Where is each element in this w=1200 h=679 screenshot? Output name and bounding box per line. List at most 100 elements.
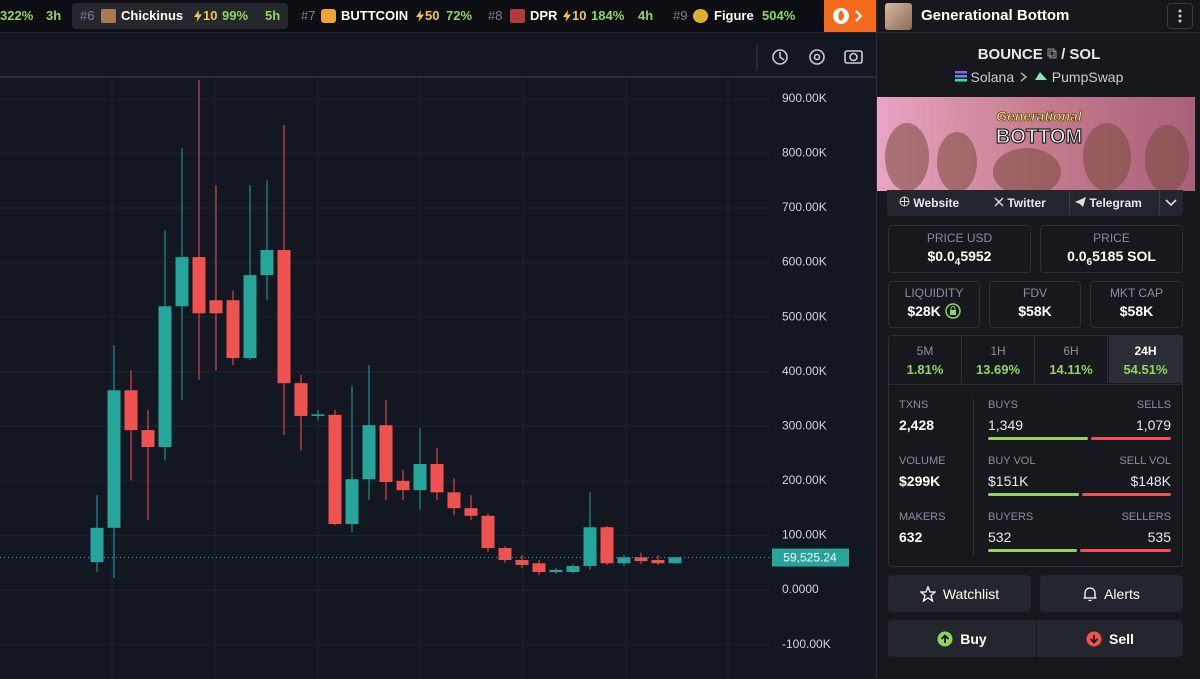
link-twitter[interactable]: Twitter bbox=[994, 196, 1046, 210]
stat-label: BUY VOL bbox=[988, 455, 1036, 467]
y-tick-label: 900.00K bbox=[782, 91, 827, 105]
buy-button[interactable]: Buy bbox=[888, 620, 1036, 657]
tab-label[interactable]: 5M bbox=[916, 344, 934, 358]
stat-label: TXNS bbox=[899, 399, 929, 411]
candle-body bbox=[277, 250, 291, 384]
stat-label: BUYERS bbox=[988, 511, 1034, 523]
metric-value: $28K bbox=[907, 303, 941, 319]
timeframe-tab[interactable]: 5M 1.81% bbox=[889, 336, 962, 383]
candle-body bbox=[447, 492, 461, 509]
tab-label[interactable]: 24H bbox=[1134, 344, 1157, 358]
base-symbol: BOUNCE bbox=[977, 46, 1043, 63]
stat-value: 1,079 bbox=[1135, 417, 1171, 433]
candle-body bbox=[209, 300, 223, 314]
globe-icon bbox=[899, 196, 910, 207]
ticker-rank[interactable]: #9 bbox=[673, 8, 688, 23]
stat-label: SELLERS bbox=[1121, 511, 1171, 523]
ticker-name[interactable]: Chickinus bbox=[121, 8, 184, 23]
stat-label: SELL VOL bbox=[1119, 455, 1171, 467]
link-telegram[interactable]: Telegram bbox=[1075, 196, 1142, 210]
candle-body bbox=[260, 250, 274, 276]
replay-icon[interactable] bbox=[772, 49, 788, 65]
stat-label: SELLS bbox=[1136, 399, 1171, 411]
link-label[interactable]: Twitter bbox=[1007, 196, 1046, 210]
y-tick-label: 500.00K bbox=[782, 309, 827, 323]
tab-label[interactable]: 6H bbox=[1063, 344, 1079, 358]
ticker-name[interactable]: BUTTCOIN bbox=[341, 8, 409, 23]
pair-symbols: BOUNCE / SOL bbox=[877, 46, 1200, 63]
ticker-name[interactable]: DPR bbox=[530, 8, 558, 23]
dex-icon bbox=[1034, 72, 1047, 80]
timeframe-tab-active[interactable]: 24H 54.51% bbox=[1109, 336, 1182, 383]
ticker-rank[interactable]: #7 bbox=[301, 8, 316, 23]
candle-body bbox=[464, 508, 478, 516]
stat-value: 532 bbox=[988, 529, 1012, 545]
stats-divider bbox=[973, 398, 974, 556]
stat-value: 632 bbox=[899, 529, 923, 545]
y-tick-label: 800.00K bbox=[782, 146, 827, 160]
card-label: FDV bbox=[1023, 286, 1047, 300]
stat-value: $151K bbox=[988, 473, 1029, 489]
ticker-age: 4h bbox=[638, 8, 654, 23]
y-tick-label: 100.00K bbox=[782, 528, 827, 542]
card-value: $0.045952 bbox=[889, 248, 1030, 268]
stat-value: $299K bbox=[899, 473, 941, 489]
link-website[interactable]: Website bbox=[899, 196, 959, 210]
candle-body bbox=[413, 463, 427, 491]
stat-value: 2,428 bbox=[899, 417, 935, 433]
candle-body bbox=[158, 306, 172, 448]
card-value: 0.065185 SOL bbox=[1041, 248, 1182, 268]
ticker-rank[interactable]: #8 bbox=[488, 8, 503, 23]
link-label[interactable]: Telegram bbox=[1089, 196, 1142, 210]
replay-hand bbox=[779, 52, 785, 61]
watchlist-button[interactable]: Watchlist bbox=[888, 575, 1031, 612]
boost-icon bbox=[416, 10, 424, 22]
chain-icon bbox=[954, 71, 967, 82]
card-value: $28K bbox=[889, 303, 979, 319]
button-label[interactable]: Alerts bbox=[1104, 585, 1140, 602]
candle-body bbox=[430, 463, 444, 493]
vertical-grid bbox=[111, 78, 729, 679]
candle-body bbox=[515, 560, 529, 565]
copy-icon[interactable] bbox=[1047, 48, 1057, 59]
ticker-name[interactable]: Figure bbox=[714, 8, 754, 23]
stat-value: 1,349 bbox=[988, 417, 1024, 433]
price-rest: 5952 bbox=[960, 248, 992, 264]
button-label[interactable]: Sell bbox=[1109, 630, 1134, 647]
candle-body bbox=[532, 563, 546, 573]
links-expand[interactable] bbox=[1164, 198, 1178, 208]
candle-body bbox=[90, 527, 104, 563]
ticker-age: 5h bbox=[265, 8, 281, 23]
card-value: $58K bbox=[1018, 303, 1052, 319]
ticker-change: 322% bbox=[0, 8, 34, 23]
settings-icon[interactable] bbox=[809, 49, 825, 65]
candle-body bbox=[345, 479, 359, 524]
links-divider bbox=[1069, 191, 1070, 215]
link-label[interactable]: Website bbox=[913, 196, 960, 210]
banner-line2: BOTTOM bbox=[996, 126, 1082, 148]
price-sol-card: PRICE 0.065185 SOL bbox=[1040, 225, 1183, 273]
stat-value: 535 bbox=[1147, 529, 1171, 545]
trending-button[interactable] bbox=[824, 0, 876, 32]
candle-body bbox=[362, 425, 376, 480]
screenshot-icon[interactable] bbox=[844, 50, 863, 64]
timeframe-tab[interactable]: 6H 14.11% bbox=[1035, 336, 1108, 383]
tab-label[interactable]: 1H bbox=[990, 344, 1006, 358]
timeframe-tab[interactable]: 1H 13.69% bbox=[962, 336, 1035, 383]
sell-button[interactable]: Sell bbox=[1036, 620, 1183, 657]
trending-icons bbox=[833, 8, 863, 24]
alerts-button[interactable]: Alerts bbox=[1040, 575, 1183, 612]
candle-body bbox=[617, 557, 631, 564]
chart: 900.00K 800.00K 700.00K 600.00K 500.00K 400.0… bbox=[0, 45, 876, 679]
lock-icon bbox=[944, 303, 961, 319]
chain-name[interactable]: Solana bbox=[970, 69, 1015, 85]
menu-button[interactable] bbox=[1167, 3, 1193, 29]
button-label[interactable]: Watchlist bbox=[942, 585, 1000, 602]
ticker-rank[interactable]: #6 bbox=[80, 8, 95, 23]
ticker-boost: 10 bbox=[203, 8, 218, 23]
buy-ratio-bar bbox=[988, 437, 1088, 440]
button-label[interactable]: Buy bbox=[960, 630, 987, 647]
toolbar-icons[interactable] bbox=[772, 49, 863, 65]
tab-change: 54.51% bbox=[1123, 362, 1168, 377]
dex-name[interactable]: PumpSwap bbox=[1051, 69, 1124, 85]
